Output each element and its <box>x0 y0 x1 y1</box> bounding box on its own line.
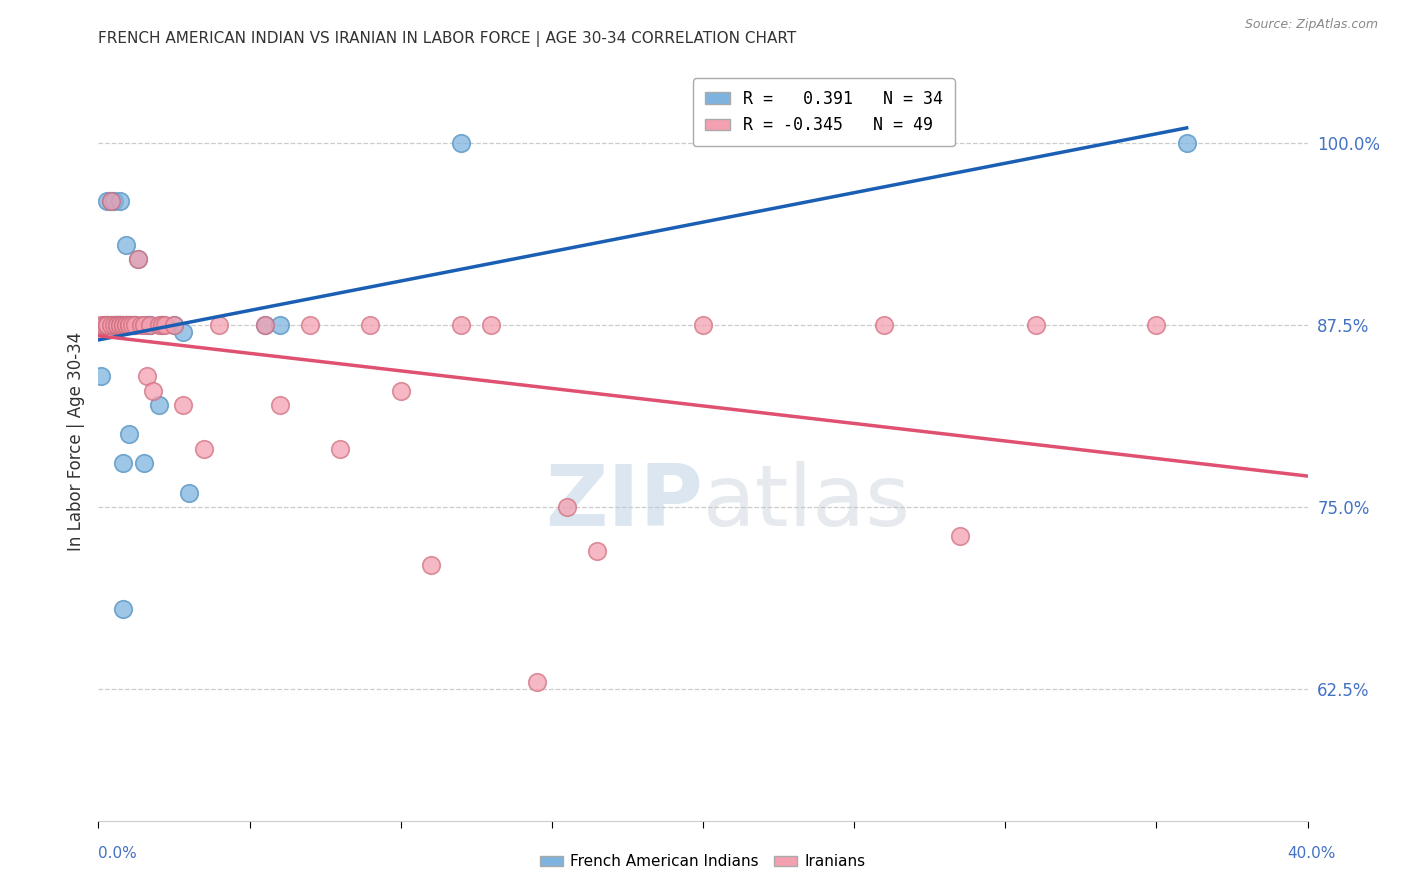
Point <box>873 318 896 332</box>
Text: ZIP: ZIP <box>546 460 703 544</box>
Point <box>163 318 186 332</box>
Point <box>108 318 131 332</box>
Point <box>135 318 157 332</box>
Point <box>108 318 131 332</box>
Point <box>105 318 128 332</box>
Point <box>127 252 149 267</box>
Point <box>153 318 176 332</box>
Point <box>420 558 443 573</box>
Point <box>179 485 201 500</box>
Text: 0.0%: 0.0% <box>98 846 138 861</box>
Point <box>90 318 112 332</box>
Point <box>93 318 115 332</box>
Point <box>586 544 609 558</box>
Point <box>114 318 136 332</box>
Point <box>105 318 128 332</box>
Point <box>124 318 146 332</box>
Point <box>526 675 548 690</box>
Point <box>450 318 472 332</box>
Point <box>172 398 194 412</box>
Point <box>1024 318 1046 332</box>
Point <box>253 318 276 332</box>
Point <box>139 318 162 332</box>
Point <box>172 325 194 339</box>
Point <box>108 318 131 332</box>
Point <box>103 318 125 332</box>
Point <box>118 427 141 442</box>
Point <box>1144 318 1167 332</box>
Point <box>96 194 118 208</box>
Point <box>132 318 155 332</box>
Point <box>96 318 118 332</box>
Point <box>121 318 143 332</box>
Point <box>148 398 170 412</box>
Point <box>111 457 134 471</box>
Point <box>148 318 170 332</box>
Point <box>135 368 157 383</box>
Legend: French American Indians, Iranians: French American Indians, Iranians <box>534 848 872 875</box>
Point <box>105 318 128 332</box>
Y-axis label: In Labor Force | Age 30-34: In Labor Force | Age 30-34 <box>66 332 84 551</box>
Text: atlas: atlas <box>703 460 911 544</box>
Point <box>118 318 141 332</box>
Legend: R =   0.391   N = 34, R = -0.345   N = 49: R = 0.391 N = 34, R = -0.345 N = 49 <box>693 78 955 146</box>
Point <box>100 194 122 208</box>
Point <box>103 194 125 208</box>
Point <box>114 237 136 252</box>
Point <box>269 318 291 332</box>
Point <box>93 318 115 332</box>
Point <box>555 500 578 515</box>
Point <box>118 318 141 332</box>
Point <box>360 318 382 332</box>
Point <box>389 384 412 398</box>
Point <box>105 318 128 332</box>
Point <box>150 318 173 332</box>
Point <box>253 318 276 332</box>
Point <box>129 318 152 332</box>
Point <box>299 318 322 332</box>
Point <box>949 529 972 543</box>
Point <box>90 368 112 383</box>
Point <box>114 318 136 332</box>
Point <box>127 252 149 267</box>
Point <box>111 318 134 332</box>
Point <box>269 398 291 412</box>
Point <box>481 318 503 332</box>
Point <box>142 384 165 398</box>
Point <box>111 318 134 332</box>
Point <box>692 318 714 332</box>
Point <box>111 602 134 616</box>
Point <box>193 442 215 456</box>
Point <box>124 318 146 332</box>
Point <box>132 457 155 471</box>
Text: 40.0%: 40.0% <box>1288 846 1336 861</box>
Point <box>329 442 352 456</box>
Point <box>1175 136 1198 150</box>
Point <box>100 318 122 332</box>
Point <box>96 318 118 332</box>
Point <box>96 318 118 332</box>
Text: Source: ZipAtlas.com: Source: ZipAtlas.com <box>1244 18 1378 31</box>
Point <box>163 318 186 332</box>
Point <box>108 318 131 332</box>
Point <box>108 194 131 208</box>
Point <box>150 318 173 332</box>
Point <box>118 318 141 332</box>
Point <box>139 318 162 332</box>
Point <box>100 318 122 332</box>
Point <box>114 318 136 332</box>
Point <box>121 318 143 332</box>
Point <box>450 136 472 150</box>
Point <box>100 194 122 208</box>
Text: FRENCH AMERICAN INDIAN VS IRANIAN IN LABOR FORCE | AGE 30-34 CORRELATION CHART: FRENCH AMERICAN INDIAN VS IRANIAN IN LAB… <box>98 31 797 47</box>
Point <box>103 318 125 332</box>
Point <box>208 318 231 332</box>
